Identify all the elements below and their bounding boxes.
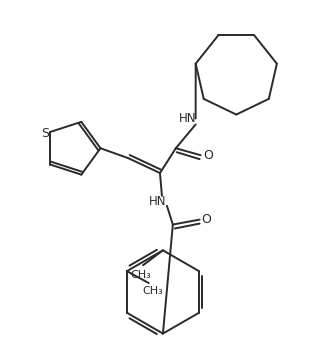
Text: S: S [41,127,49,140]
Text: CH₃: CH₃ [142,286,163,296]
Text: HN: HN [179,112,197,125]
Text: CH₃: CH₃ [131,270,151,280]
Text: O: O [202,213,211,226]
Text: O: O [204,149,213,162]
Text: HN: HN [149,195,167,208]
